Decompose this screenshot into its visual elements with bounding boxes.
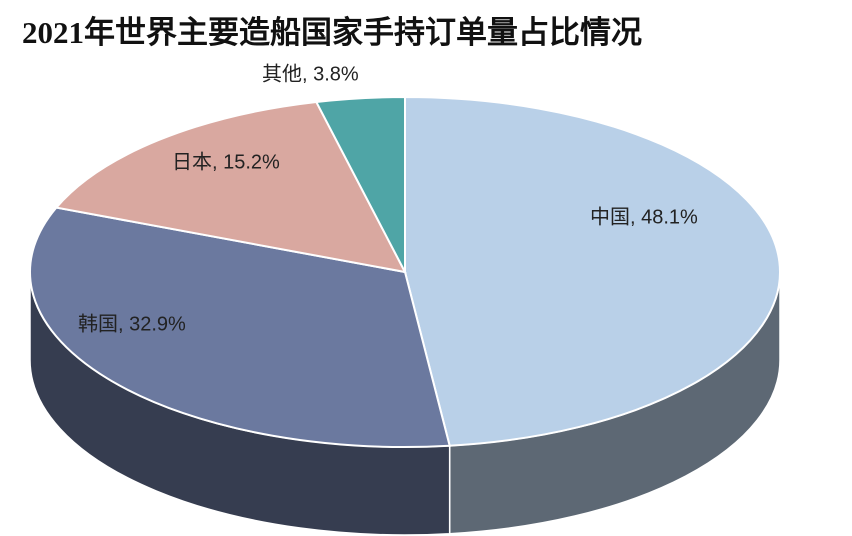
pie-slice — [29, 206, 451, 448]
data-label: 日本, 15.2% — [172, 150, 280, 173]
pie-slice — [314, 95, 406, 273]
data-label: 中国, 48.1% — [590, 205, 698, 228]
pie-slice — [404, 95, 781, 447]
data-label: 韩国, 32.9% — [78, 312, 186, 335]
chart-title: 2021年世界主要造船国家手持订单量占比情况 — [22, 15, 642, 50]
pie-slice — [54, 100, 407, 274]
data-label: 其他, 3.8% — [262, 62, 359, 85]
